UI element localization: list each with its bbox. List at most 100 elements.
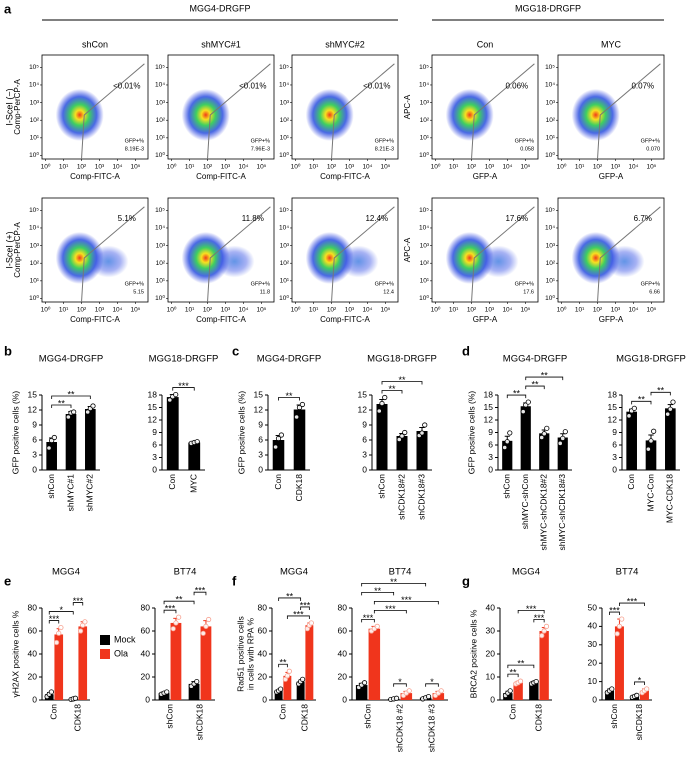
significance-label: ** — [390, 577, 398, 587]
chart-title: MGG4-DRGFP — [257, 354, 321, 365]
y-tick-label: 3 — [362, 449, 367, 459]
y-tick-label: 10⁰ — [155, 294, 165, 302]
y-axis-label: Comp-PerCP-A — [13, 79, 22, 135]
y-tick-label: 10¹ — [546, 135, 556, 142]
x-axis-label: GFP-A — [473, 172, 498, 181]
bar — [188, 442, 201, 470]
significance-label: ** — [176, 595, 184, 605]
bar — [368, 628, 381, 700]
y-tick-label: 10¹ — [156, 135, 166, 142]
significance-bracket — [361, 619, 375, 623]
x-tick-label: 10⁴ — [238, 164, 248, 171]
x-tick-label: 10¹ — [185, 307, 195, 314]
y-tick-label: 3 — [612, 452, 617, 462]
cell-cloud — [305, 231, 354, 284]
bar — [529, 682, 539, 700]
plot-frame — [291, 54, 399, 160]
bar — [520, 406, 531, 470]
data-point — [278, 432, 284, 438]
data-point — [173, 620, 179, 626]
data-point — [194, 439, 200, 445]
data-point — [296, 404, 303, 411]
data-point — [278, 686, 284, 692]
x-tick-label: 10³ — [345, 307, 355, 314]
row-label: I-SceI (−) — [4, 88, 14, 125]
significance-bracket — [507, 673, 519, 678]
significance-bracket — [650, 391, 671, 396]
data-point — [562, 429, 568, 435]
bar — [416, 431, 428, 470]
gfp-label: GFP+% — [125, 281, 145, 287]
cell-cloud — [445, 88, 494, 141]
x-tick-label: shCDK18 — [634, 704, 644, 741]
significance-bracket — [286, 615, 310, 619]
panel-label: b — [4, 343, 12, 358]
plot-frame — [431, 54, 539, 160]
legend-swatch — [100, 649, 110, 659]
x-tick-label: CDK18 — [72, 704, 82, 732]
data-point — [539, 632, 545, 639]
gate-percent: <0.01% — [113, 81, 140, 90]
data-point — [46, 445, 52, 451]
x-tick-label: 10⁵ — [130, 164, 140, 171]
gfp-value: 12.4 — [383, 289, 394, 295]
y-tick-label: 0 — [488, 464, 493, 474]
data-point — [82, 619, 88, 625]
y-tick-label: 10² — [156, 260, 166, 267]
data-point — [77, 628, 84, 634]
x-tick-label: 10³ — [95, 164, 105, 171]
significance-bracket — [381, 390, 403, 394]
y-tick-label: 6 — [488, 439, 493, 449]
y-tick-label: 10⁴ — [545, 225, 555, 232]
x-tick-label: 10¹ — [575, 164, 585, 171]
x-tick-label: 10² — [467, 307, 477, 314]
y-tick-label: 0 — [362, 464, 367, 474]
data-point — [56, 630, 62, 636]
data-point — [422, 422, 428, 428]
x-axis-label: Comp-FITC-A — [320, 315, 370, 324]
bar — [188, 683, 200, 700]
x-axis-label: Comp-FITC-A — [70, 315, 120, 324]
significance-bracket — [634, 681, 645, 685]
y-tick-label: 10⁵ — [29, 207, 39, 214]
significance-bracket — [393, 683, 407, 687]
y-axis-label: Rad51 positive cells — [235, 616, 245, 692]
significance-bracket — [373, 601, 439, 605]
data-point — [507, 688, 513, 694]
y-tick-label: 10⁰ — [279, 294, 289, 302]
significance-label: *** — [363, 613, 374, 623]
x-tick-label: shCDK18#3 — [416, 474, 426, 520]
data-point — [544, 425, 550, 431]
y-tick-label: 10⁵ — [545, 64, 555, 71]
gfp-value: 8.21E-3 — [375, 146, 394, 152]
significance-label: *** — [526, 604, 537, 614]
x-tick-label: shCon — [46, 474, 56, 499]
bar — [46, 442, 57, 470]
data-point — [379, 400, 385, 407]
significance-label: *** — [300, 600, 311, 610]
chart-title: MGG18-DRGFP — [149, 354, 219, 365]
data-point — [541, 628, 547, 634]
y-tick-label: 15 — [254, 389, 264, 399]
y-tick-label: 10³ — [30, 99, 40, 106]
significance-label: *** — [293, 609, 304, 619]
bar — [432, 693, 445, 700]
significance-label: ** — [388, 384, 396, 394]
bar — [78, 626, 88, 700]
data-point — [275, 435, 282, 442]
bar — [355, 685, 368, 700]
cell-cloud — [445, 231, 494, 284]
y-tick-label: 10³ — [420, 242, 430, 249]
x-tick-label: shCon — [502, 474, 512, 499]
gfp-label: GFP+% — [375, 138, 395, 144]
y-tick-label: 9 — [32, 419, 37, 429]
chart-title: MGG4-DRGFP — [39, 354, 103, 365]
significance-label: ** — [517, 659, 525, 669]
y-tick-label: 10³ — [546, 242, 556, 249]
x-tick-label: 10⁰ — [41, 163, 51, 171]
bar — [645, 440, 657, 470]
x-tick-label: 10⁰ — [557, 163, 567, 171]
y-tick-label: 0 — [592, 694, 597, 704]
x-tick-label: MYC-Con — [645, 474, 655, 512]
bar — [296, 681, 305, 700]
